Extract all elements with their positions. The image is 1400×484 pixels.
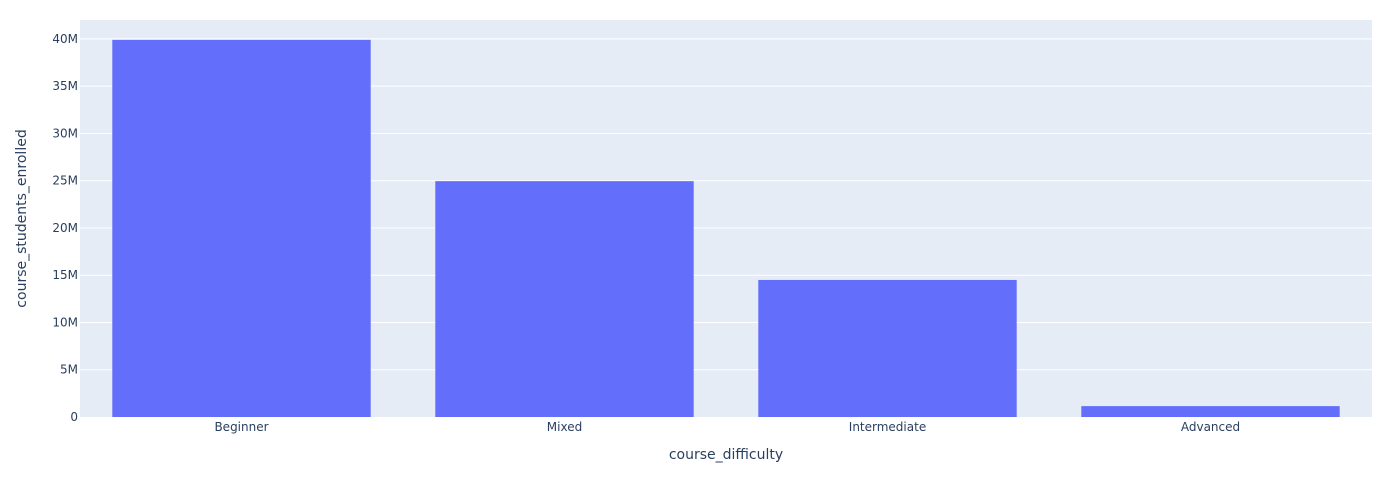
y-tick-label: 30M [52,126,78,140]
y-tick-labels: 0 5M 10M 15M 20M 25M 30M 35M 40M [52,32,78,424]
x-tick-label: Intermediate [849,420,926,434]
bar-mixed[interactable] [435,181,694,417]
bar-advanced[interactable] [1081,406,1340,417]
y-tick-label: 20M [52,221,78,235]
y-tick-label: 35M [52,79,78,93]
y-tick-label: 15M [52,268,78,282]
x-tick-label: Advanced [1181,420,1240,434]
x-tick-label: Mixed [547,420,582,434]
y-tick-label: 0 [70,410,78,424]
y-tick-label: 40M [52,32,78,46]
x-axis-title: course_difficulty [669,447,783,463]
bar-intermediate[interactable] [758,279,1017,417]
y-tick-label: 5M [60,363,78,377]
bars [112,39,1340,417]
y-tick-label: 25M [52,174,78,188]
y-axis-title: course_students_enrolled [14,129,30,307]
x-tick-labels: Beginner Mixed Intermediate Advanced [214,420,1240,434]
x-tick-label: Beginner [214,420,268,434]
bar-beginner[interactable] [112,39,371,417]
y-tick-label: 10M [52,315,78,329]
